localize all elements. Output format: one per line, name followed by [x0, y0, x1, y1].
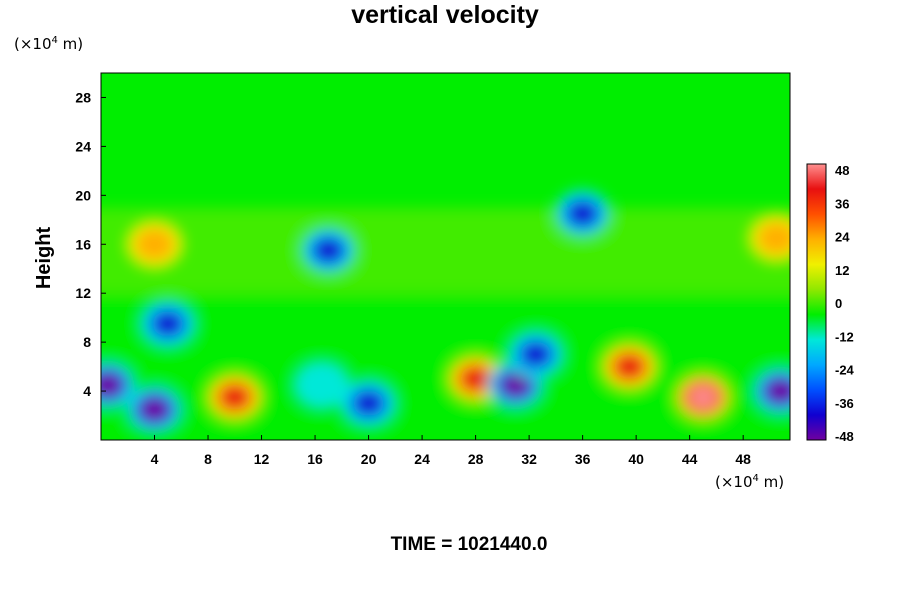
- heatmap-cell: [502, 374, 530, 396]
- y-axis-label: Height: [33, 227, 55, 290]
- colorbar-tick-label: 48: [835, 163, 849, 178]
- x-axis: 4 8 12 16 20 24 28 32 36 40 44 48: [151, 435, 751, 467]
- heatmap-cell: [567, 201, 599, 227]
- x-axis-unit: (×104 m): [715, 473, 784, 491]
- x-tick-label: 12: [254, 451, 270, 467]
- x-tick-label: 16: [307, 451, 323, 467]
- x-tick-label: 4: [151, 451, 159, 467]
- chart-title: vertical velocity: [351, 1, 539, 29]
- colorbar-tick-label: -12: [835, 329, 854, 344]
- colorbar-tick-label: 24: [835, 230, 850, 245]
- colorbar-tick-label: 12: [835, 263, 849, 278]
- colorbar-tick-label: 0: [835, 296, 842, 311]
- y-axis: 4 8 12 16 20 24 28: [75, 89, 106, 399]
- y-tick-label: 8: [83, 334, 91, 350]
- x-tick-label: 20: [361, 451, 377, 467]
- time-label: TIME = 1021440.0: [391, 534, 548, 555]
- heatmap-cell: [689, 386, 717, 408]
- heatmap-band: [101, 293, 790, 440]
- x-tick-label: 32: [521, 451, 537, 467]
- heatmap-cell: [460, 366, 492, 392]
- colorbar-tick-label: -24: [835, 363, 855, 378]
- heatmap-cell: [101, 374, 122, 396]
- y-tick-label: 16: [75, 236, 91, 252]
- y-tick-label: 4: [83, 383, 91, 399]
- heatmap-field: [101, 73, 790, 440]
- heatmap-band: [101, 207, 790, 294]
- heatmap-cell: [614, 354, 645, 380]
- colorbar-tick-label: 36: [835, 196, 849, 211]
- heatmap-cell: [757, 222, 790, 255]
- y-tick-label: 24: [75, 138, 91, 154]
- x-tick-label: 28: [468, 451, 484, 467]
- heatmap-cell: [152, 311, 184, 337]
- x-tick-label: 24: [414, 451, 430, 467]
- heatmap-cell: [353, 390, 385, 416]
- plot-frame: [100, 72, 791, 441]
- colorbar-scale: [806, 163, 827, 441]
- x-tick-label: 36: [575, 451, 591, 467]
- y-axis-unit: (×104 m): [14, 35, 83, 53]
- y-tick-label: 12: [75, 285, 91, 301]
- x-tick-label: 40: [628, 451, 644, 467]
- heatmap-cell: [219, 384, 251, 410]
- colorbar: 48 36 24 12 0 -12 -24 -36 -48: [806, 163, 855, 444]
- heatmap-cell: [767, 380, 790, 402]
- heatmap-cell: [135, 228, 174, 261]
- y-tick-label: 28: [75, 89, 91, 105]
- heatmap-cell: [293, 360, 350, 409]
- heatmap-cell: [520, 341, 552, 367]
- x-tick-label: 8: [204, 451, 212, 467]
- y-tick-label: 20: [75, 187, 91, 203]
- colorbar-tick-label: -36: [835, 396, 854, 411]
- heatmap-cell: [313, 237, 344, 263]
- x-tick-label: 44: [682, 451, 698, 467]
- x-tick-label: 48: [735, 451, 751, 467]
- colorbar-tick-label: -48: [835, 429, 854, 444]
- heatmap-cell: [141, 398, 168, 421]
